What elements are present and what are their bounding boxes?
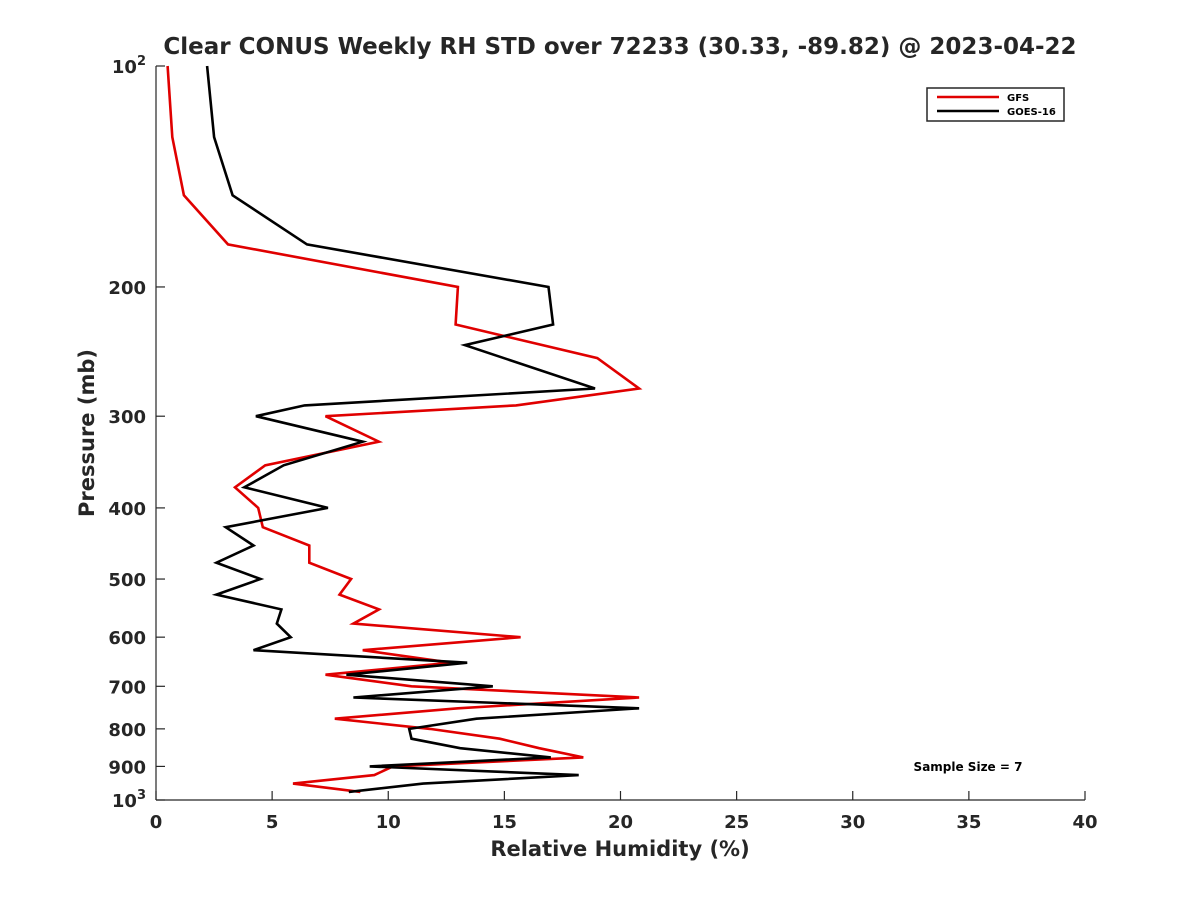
series-layer bbox=[166, 65, 643, 794]
x-tick-label: 20 bbox=[608, 812, 633, 833]
y-tick-label: 103 bbox=[112, 788, 146, 812]
plot-area: 0 5 10 15 20 25 30 35 40 102 200 300 400 500 600 700 800… bbox=[108, 54, 1097, 833]
chart-title: Clear CONUS Weekly RH STD over 72233 (30… bbox=[163, 34, 1076, 60]
x-tick-label: 15 bbox=[492, 812, 517, 833]
plot-background bbox=[156, 66, 1085, 800]
y-tick-label: 400 bbox=[108, 499, 146, 520]
legend-label: GOES-16 bbox=[1007, 107, 1056, 118]
x-tick-label: 10 bbox=[376, 812, 401, 833]
y-tick-label: 102 bbox=[112, 54, 146, 78]
series-line-goes-16 bbox=[205, 65, 640, 794]
legend-label: GFS bbox=[1007, 93, 1029, 104]
legend: GFS GOES-16 bbox=[926, 87, 1065, 122]
y-tick-label: 300 bbox=[108, 407, 146, 428]
x-tick-label: 40 bbox=[1072, 812, 1097, 833]
y-axis-label: Pressure (mb) bbox=[75, 349, 99, 517]
x-tick-label: 35 bbox=[956, 812, 981, 833]
x-tick-label: 25 bbox=[724, 812, 749, 833]
y-tick-label: 800 bbox=[108, 720, 146, 741]
y-tick-label: 600 bbox=[108, 628, 146, 649]
sample-size-annotation: Sample Size = 7 bbox=[914, 760, 1023, 774]
x-tick-label: 5 bbox=[266, 812, 279, 833]
legend-box bbox=[926, 87, 1065, 122]
y-tick-label: 500 bbox=[108, 570, 146, 591]
axes-layer: 0 5 10 15 20 25 30 35 40 102 200 300 400 500 600 700 800… bbox=[108, 54, 1097, 833]
x-tick-label: 30 bbox=[840, 812, 865, 833]
y-tick-label: 200 bbox=[108, 278, 146, 299]
x-tick-label: 0 bbox=[150, 812, 163, 833]
y-tick-label: 900 bbox=[108, 757, 146, 778]
x-axis-label: Relative Humidity (%) bbox=[490, 837, 749, 861]
series-line-gfs bbox=[166, 65, 643, 794]
y-tick-label: 700 bbox=[108, 677, 146, 698]
